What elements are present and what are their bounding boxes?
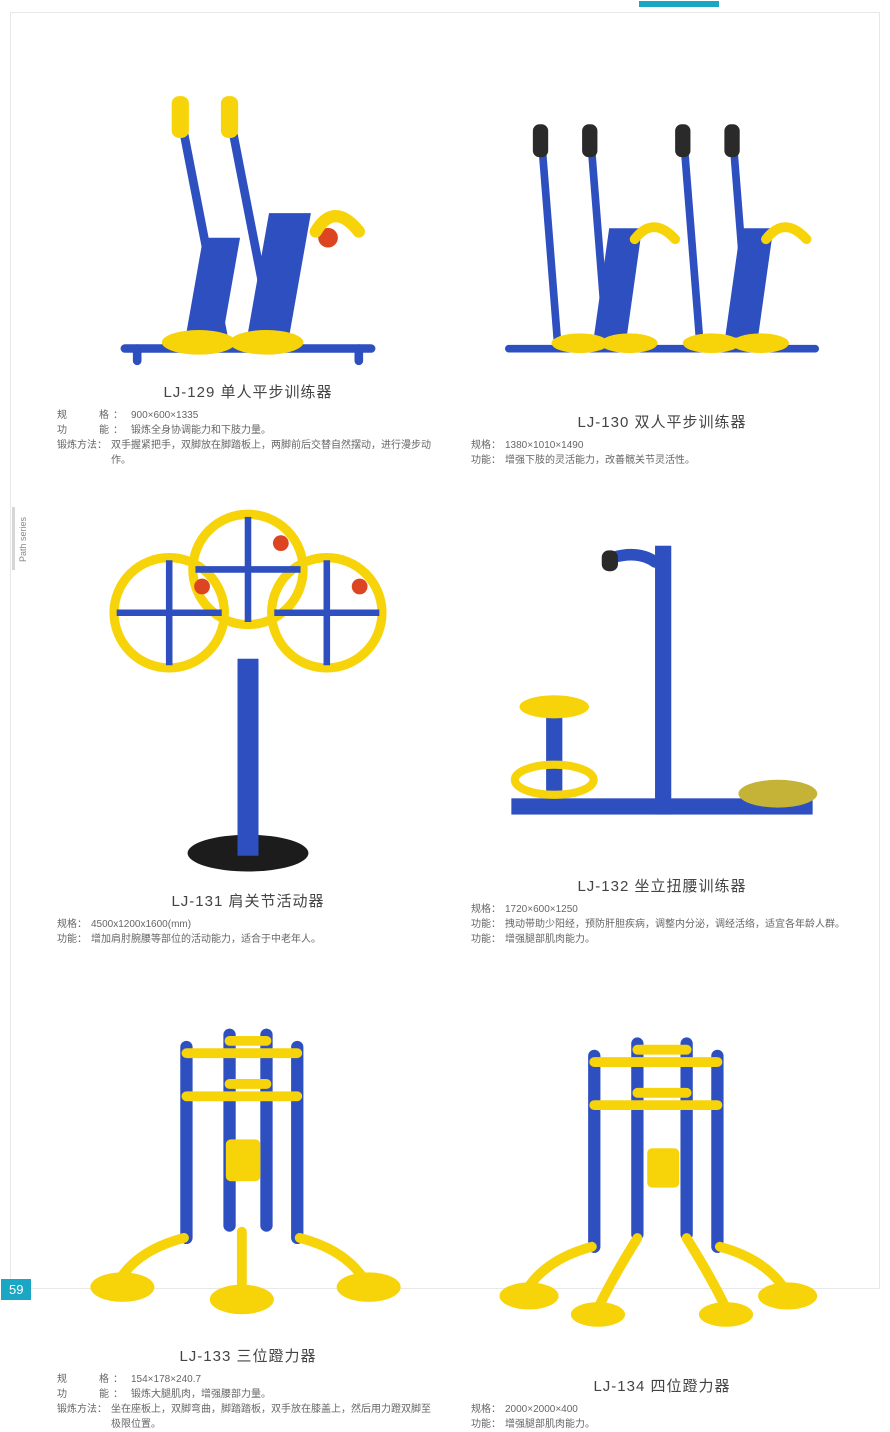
product-illustration-131 [51,488,445,882]
product-cell-130: LJ-130 双人平步训练器 规格：1380×1010×1490 功能：增强下肢… [465,53,859,468]
product-title: LJ-131 肩关节活动器 [171,890,324,911]
product-specs: 规 格：154×178×240.7 功 能：锻炼大腿肌肉，增强腰部力量。 锻炼方… [51,1372,445,1432]
product-illustration-134 [465,967,859,1366]
product-cell-132: LJ-132 坐立扭腰训练器 规格：1720×600×1250 功能：拽动带助少… [465,488,859,947]
sidebar-series-cn: 路径系列 [0,387,2,491]
catalog-page: Professional sports equipment manufactur… [10,12,880,1289]
product-grid: LJ-129 单人平步训练器 规 格：900×600×1335 功 能：锻炼全身… [51,53,859,1258]
sidebar-series-en-block: Path series [12,507,38,570]
sidebar-series-en: Path series [18,517,28,562]
top-accent-bar [639,1,719,7]
product-specs: 规格：1720×600×1250 功能：拽动带助少阳经，预防肝胆疾病，调整内分泌… [465,902,859,947]
sidebar: Professional sports equipment manufactur… [11,43,39,570]
product-cell-133: LJ-133 三位蹬力器 规 格：154×178×240.7 功 能：锻炼大腿肌… [51,967,445,1431]
product-title: LJ-133 三位蹬力器 [179,1345,316,1366]
product-specs: 规格：2000×2000×400 功能：增强腿部肌肉能力。 [465,1402,859,1432]
product-cell-131: LJ-131 肩关节活动器 规格：4500x1200x1600(mm) 功能：增… [51,488,445,947]
page-number: 59 [1,1279,31,1300]
product-specs: 规格：4500x1200x1600(mm) 功能：增加肩肘腕腰等部位的活动能力，… [51,917,445,947]
product-illustration-130 [465,53,859,403]
product-title: LJ-129 单人平步训练器 [163,381,332,402]
product-illustration-132 [465,488,859,867]
product-cell-129: LJ-129 单人平步训练器 规 格：900×600×1335 功 能：锻炼全身… [51,53,445,468]
product-specs: 规 格：900×600×1335 功 能：锻炼全身协调能力和下肢力量。 锻炼方法… [51,408,445,468]
product-title: LJ-130 双人平步训练器 [577,411,746,432]
product-cell-134: LJ-134 四位蹬力器 规格：2000×2000×400 功能：增强腿部肌肉能… [465,967,859,1431]
product-title: LJ-132 坐立扭腰训练器 [577,875,746,896]
product-illustration-129 [51,53,445,373]
product-specs: 规格：1380×1010×1490 功能：增强下肢的灵活能力，改善髋关节灵活性。 [465,438,859,468]
product-illustration-133 [51,967,445,1336]
product-title: LJ-134 四位蹬力器 [593,1375,730,1396]
